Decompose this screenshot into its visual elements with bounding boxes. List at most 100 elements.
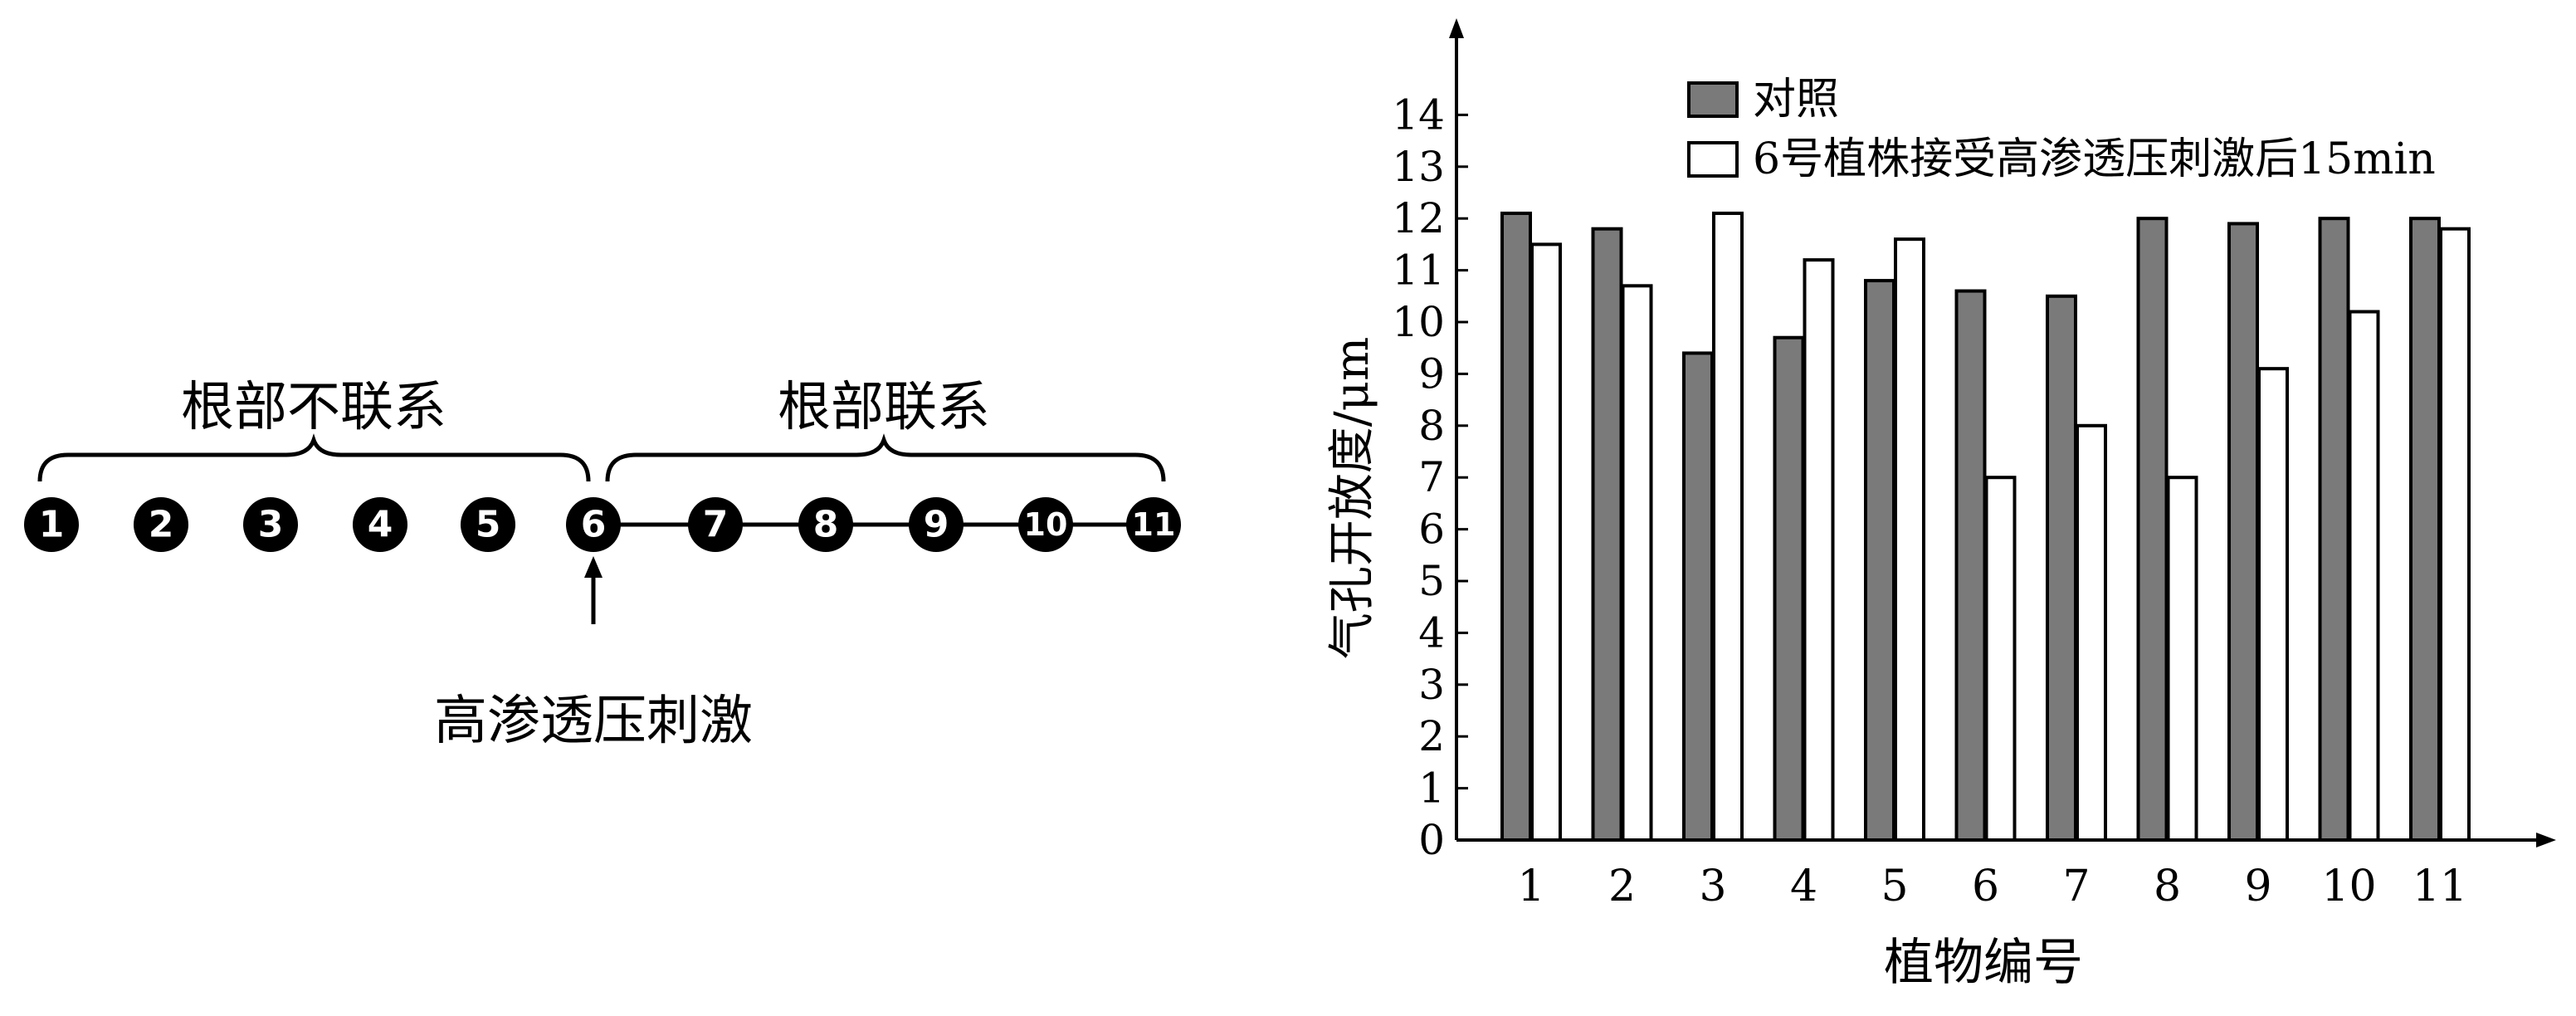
plant-node-circle [243, 497, 298, 552]
bar-control [1682, 351, 1714, 842]
bar-control [1773, 335, 1805, 843]
bar-control [2318, 217, 2350, 842]
plant-node: 1 [24, 497, 79, 552]
plant-node: 11 [1126, 497, 1181, 552]
bar-control [1864, 279, 1895, 842]
y-tick-label: 10 [1392, 298, 1445, 346]
x-tick-label: 9 [2244, 862, 2271, 911]
legend-swatch-control [1687, 81, 1739, 118]
bar-treatment [1530, 242, 1562, 842]
plant-node-label: 6 [581, 504, 607, 546]
plant-node-circle [353, 497, 407, 552]
bar-treatment [2166, 476, 2198, 842]
plant-node-label: 8 [813, 504, 839, 546]
plant-node-circle [566, 497, 621, 552]
x-tick-label: 4 [1790, 862, 1817, 911]
y-tick-label: 8 [1418, 402, 1445, 450]
plant-node: 2 [134, 497, 188, 552]
plant-node-label: 1 [39, 504, 65, 546]
y-tick-label: 11 [1392, 247, 1445, 295]
plant-node: 5 [461, 497, 515, 552]
bar-treatment [2439, 227, 2471, 842]
brace-unconnected [37, 433, 591, 482]
plant-node-label: 5 [476, 504, 501, 546]
plant-node-circle [909, 497, 964, 552]
plant-node: 7 [688, 497, 743, 552]
plant-node-circle [798, 497, 853, 552]
plant-node-label: 10 [1024, 506, 1068, 543]
bar-control [2227, 222, 2259, 842]
plant-node: 4 [353, 497, 407, 552]
x-tick-label: 1 [1517, 862, 1544, 911]
bar-control [1500, 211, 1532, 842]
x-tick-label: 2 [1608, 862, 1636, 911]
bar-control [1591, 227, 1623, 842]
brace-connected [605, 433, 1166, 482]
plant-node-circle [688, 497, 743, 552]
plant-node: 9 [909, 497, 964, 552]
y-tick-label: 3 [1418, 661, 1445, 709]
x-tick-label: 10 [2321, 862, 2376, 911]
y-tick-label: 9 [1418, 349, 1445, 398]
plant-node: 6 [566, 497, 621, 552]
plant-diagram: 根部不联系 根部联系 1 2 3 4 5 6 7 8 9 10 11 高渗透压刺激 [24, 377, 1181, 752]
plant-node-label: 11 [1132, 506, 1176, 543]
x-tick-label: 8 [2154, 862, 2181, 911]
y-tick-label: 4 [1418, 608, 1445, 657]
bar-treatment [2348, 310, 2380, 842]
bar-control [2046, 294, 2077, 842]
plant-node-label: 7 [703, 504, 729, 546]
bar-treatment [1803, 258, 1835, 842]
plant-nodes: 1 2 3 4 5 6 7 8 9 10 11 [24, 497, 1181, 552]
bar-treatment [1984, 476, 2017, 842]
y-tick-label: 1 [1418, 764, 1445, 813]
plant-node: 3 [243, 497, 298, 552]
plant-node-label: 3 [258, 504, 284, 546]
legend-swatch-treatment [1687, 141, 1739, 178]
x-axis-title: 植物编号 [1884, 934, 2083, 992]
y-tick-label: 13 [1392, 143, 1445, 191]
y-axis-title: 气孔开放度/μm [1325, 337, 1379, 659]
plant-node: 8 [798, 497, 853, 552]
group-connected-label: 根部联系 [778, 377, 990, 438]
bar-control [2136, 217, 2169, 842]
y-tick-label: 7 [1418, 453, 1445, 501]
stimulus-arrowhead [584, 556, 603, 578]
y-tick-label: 14 [1392, 90, 1445, 139]
x-tick-label: 6 [1972, 862, 1999, 911]
x-tick-label: 11 [2413, 862, 2467, 911]
bar-treatment [1712, 211, 1744, 842]
plant-node: 10 [1018, 497, 1073, 552]
plant-node-circle [1126, 497, 1181, 552]
x-tick-label: 7 [2062, 862, 2090, 911]
x-tick-label: 5 [1881, 862, 1908, 911]
y-tick-label: 0 [1418, 816, 1445, 864]
plant-node-label: 9 [924, 504, 949, 546]
plant-node-circle [1018, 497, 1073, 552]
plant-node-circle [461, 497, 515, 552]
bar-control [2409, 217, 2441, 842]
bar-treatment [2257, 367, 2289, 843]
bar-control [1954, 289, 1987, 842]
stimulus-label: 高渗透压刺激 [434, 691, 753, 752]
plant-node-label: 4 [368, 504, 393, 546]
y-tick-label: 12 [1392, 194, 1445, 242]
bars [1500, 211, 2471, 843]
plant-node-circle [24, 497, 79, 552]
y-tick-label: 5 [1418, 557, 1445, 605]
bar-treatment [2076, 423, 2107, 842]
x-axis-arrow [2536, 833, 2556, 847]
bar-treatment [1621, 284, 1653, 842]
plant-node-circle [134, 497, 188, 552]
y-axis-arrow [1449, 18, 1464, 38]
legend-label-control: 对照 [1753, 75, 1839, 125]
x-ticks: 1 2 3 4 5 6 7 8 9 10 11 [1517, 862, 2467, 911]
y-tick-label: 6 [1418, 506, 1445, 554]
x-tick-label: 3 [1699, 862, 1726, 911]
bar-treatment [1894, 237, 1925, 843]
y-tick-label: 2 [1418, 712, 1445, 760]
group-unconnected-label: 根部不联系 [181, 377, 446, 438]
